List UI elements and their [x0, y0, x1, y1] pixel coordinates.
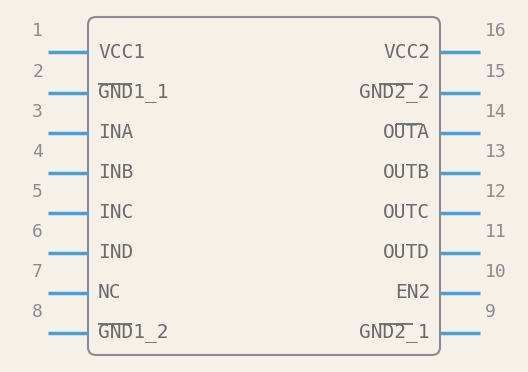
Text: 7: 7 — [32, 263, 43, 281]
Text: 16: 16 — [485, 22, 507, 40]
Text: OUTA: OUTA — [383, 124, 430, 142]
Text: GND1_1: GND1_1 — [98, 83, 168, 103]
Text: 12: 12 — [485, 183, 507, 201]
Text: 1: 1 — [32, 22, 43, 40]
Text: 5: 5 — [32, 183, 43, 201]
Text: 15: 15 — [485, 63, 507, 81]
Text: GND1_2: GND1_2 — [98, 324, 168, 343]
Text: 13: 13 — [485, 143, 507, 161]
Text: OUTC: OUTC — [383, 203, 430, 222]
Text: INA: INA — [98, 124, 133, 142]
Text: 6: 6 — [32, 223, 43, 241]
Text: GND2_2: GND2_2 — [360, 83, 430, 103]
Text: INC: INC — [98, 203, 133, 222]
Text: VCC2: VCC2 — [383, 42, 430, 61]
Text: OUTD: OUTD — [383, 244, 430, 263]
Text: NC: NC — [98, 283, 121, 302]
Text: VCC1: VCC1 — [98, 42, 145, 61]
Text: 10: 10 — [485, 263, 507, 281]
Text: 11: 11 — [485, 223, 507, 241]
Text: 9: 9 — [485, 303, 496, 321]
Text: 3: 3 — [32, 103, 43, 121]
Text: EN2: EN2 — [395, 283, 430, 302]
Text: 8: 8 — [32, 303, 43, 321]
Text: INB: INB — [98, 164, 133, 183]
Text: GND2_1: GND2_1 — [360, 324, 430, 343]
FancyBboxPatch shape — [88, 17, 440, 355]
Text: 2: 2 — [32, 63, 43, 81]
Text: OUTB: OUTB — [383, 164, 430, 183]
Text: 4: 4 — [32, 143, 43, 161]
Text: IND: IND — [98, 244, 133, 263]
Text: 14: 14 — [485, 103, 507, 121]
